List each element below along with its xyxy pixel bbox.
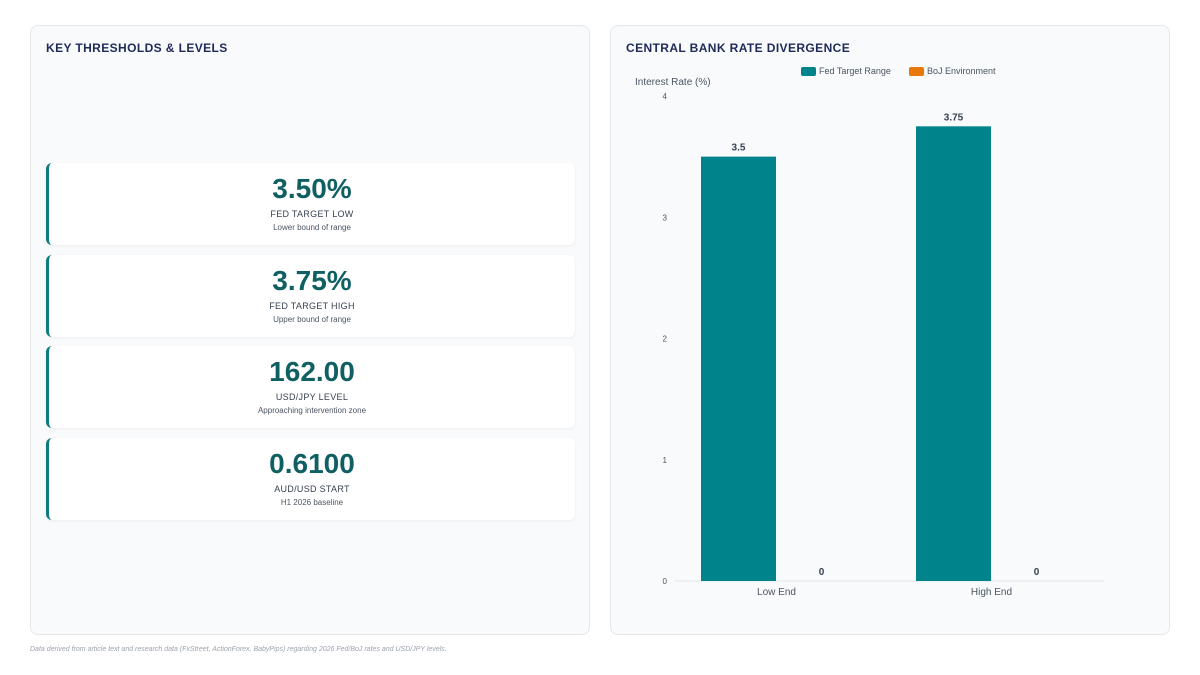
key-thresholds-panel: KEY THRESHOLDS & LEVELS 3.50% FED TARGET… <box>30 25 590 635</box>
legend-swatch <box>801 67 816 76</box>
y-tick-label: 1 <box>663 456 668 465</box>
bar-value-label: 3.75 <box>944 112 964 123</box>
y-tick-label: 4 <box>663 92 668 101</box>
panel-title: CENTRAL BANK RATE DIVERGENCE <box>626 41 851 55</box>
y-axis-label: Interest Rate (%) <box>635 77 711 88</box>
legend-label: Fed Target Range <box>819 66 891 76</box>
kpi-label: FED TARGET LOW <box>270 209 354 219</box>
kpi-value: 3.50% <box>272 173 352 204</box>
kpi-card-audusd: 0.6100 AUD/USD START H1 2026 baseline <box>46 438 575 520</box>
x-tick-label: High End <box>971 587 1012 598</box>
kpi-card-fed-low: 3.50% FED TARGET LOW Lower bound of rang… <box>46 163 575 245</box>
panel-title: KEY THRESHOLDS & LEVELS <box>46 41 228 55</box>
y-tick-label: 2 <box>663 335 668 344</box>
rate-divergence-panel: CENTRAL BANK RATE DIVERGENCE Interest Ra… <box>610 25 1170 635</box>
legend-swatch <box>909 67 924 76</box>
legend-label: BoJ Environment <box>927 66 996 76</box>
kpi-card-usdjpy: 162.00 USD/JPY LEVEL Approaching interve… <box>46 346 575 428</box>
kpi-card-fed-high: 3.75% FED TARGET HIGH Upper bound of ran… <box>46 255 575 337</box>
kpi-subtext: Lower bound of range <box>273 223 351 232</box>
kpi-label: FED TARGET HIGH <box>269 301 355 311</box>
bar <box>701 156 776 581</box>
x-tick-label: Low End <box>757 587 796 598</box>
kpi-subtext: Approaching intervention zone <box>257 406 367 415</box>
kpi-label: USD/JPY LEVEL <box>275 392 349 402</box>
bar-value-label: 3.5 <box>732 143 746 154</box>
kpi-value: 3.75% <box>272 265 352 296</box>
kpi-subtext: Upper bound of range <box>273 315 351 324</box>
source-footnote: Data derived from article text and resea… <box>30 646 447 653</box>
kpi-label: AUD/USD START <box>274 484 350 494</box>
bar-value-label: 0 <box>1034 567 1040 578</box>
kpi-subtext: H1 2026 baseline <box>280 498 344 507</box>
bar-value-label: 0 <box>819 567 825 578</box>
kpi-value: 162.00 <box>269 356 355 387</box>
kpi-value: 0.6100 <box>269 448 355 479</box>
bar <box>916 126 991 581</box>
y-tick-label: 3 <box>663 213 668 222</box>
y-tick-label: 0 <box>663 577 668 586</box>
rate-divergence-chart: Interest Rate (%) 0 1 2 3 4 Fed Target Range Bo… <box>635 66 1104 598</box>
